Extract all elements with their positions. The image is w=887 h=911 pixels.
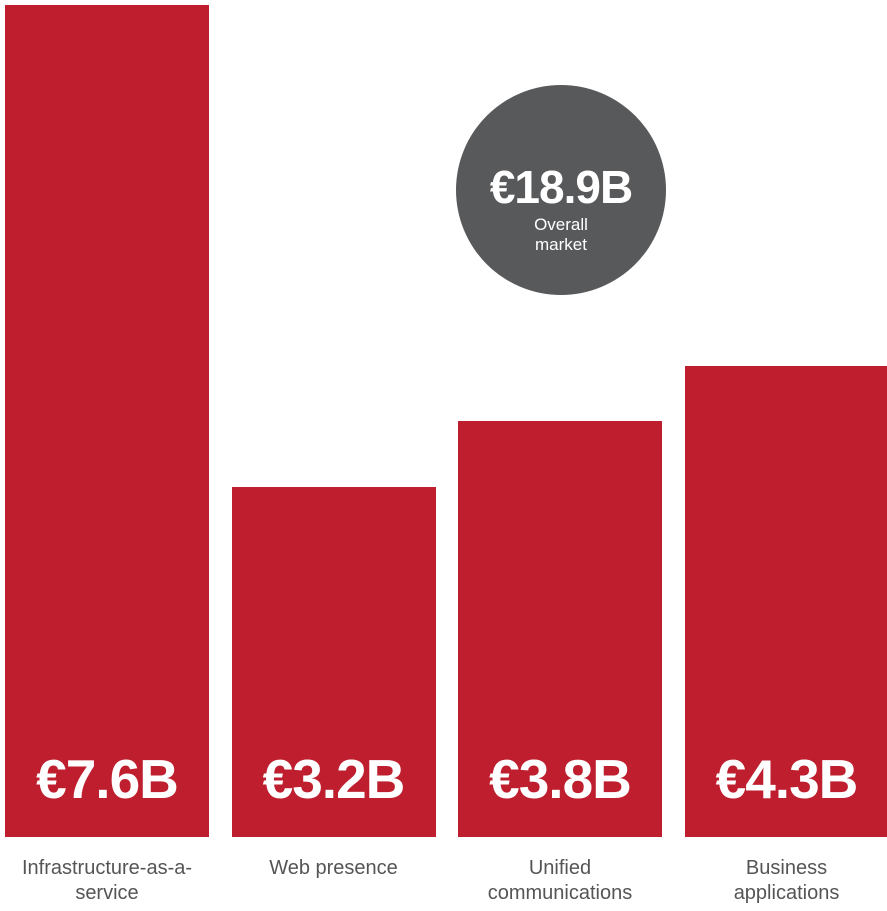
bar bbox=[231, 486, 436, 837]
bar bbox=[684, 366, 887, 837]
total-label: €18.9B bbox=[489, 161, 633, 213]
x-tick-label: Web presence bbox=[269, 857, 398, 879]
value-label: €4.3B bbox=[715, 748, 859, 810]
value-label: €3.8B bbox=[489, 748, 632, 810]
x-tick-label: Business applications bbox=[733, 857, 840, 904]
total-circle: €18.9B Overall market bbox=[456, 85, 666, 295]
total-caption: Overall market bbox=[534, 215, 588, 254]
bar bbox=[458, 421, 662, 837]
x-tick-label: Unified communications bbox=[487, 857, 633, 904]
value-label: €7.6B bbox=[36, 748, 179, 810]
value-label: €3.2B bbox=[262, 748, 406, 810]
x-tick-label: Infrastructure-as-a-service bbox=[21, 857, 193, 904]
bar bbox=[5, 5, 209, 837]
